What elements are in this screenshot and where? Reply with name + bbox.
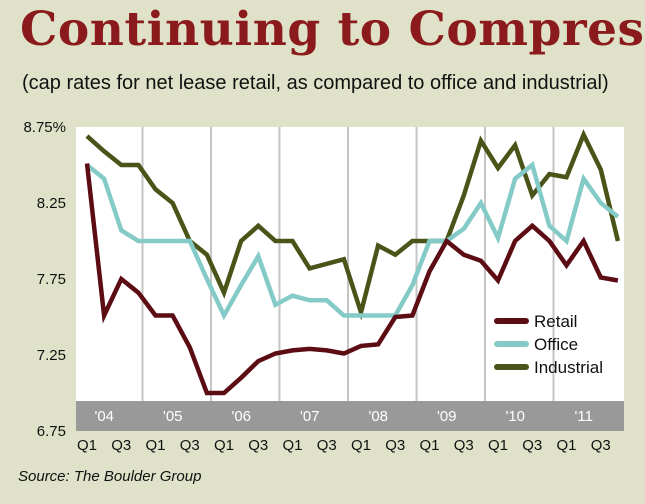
x-tick-label: Q3 [591,437,611,454]
x-tick-label: Q1 [419,437,439,454]
year-label: '10 [505,408,525,425]
x-tick-label: Q3 [522,437,542,454]
x-tick-label: Q3 [111,437,131,454]
year-label: '05 [163,408,183,425]
y-tick-label: 8.75% [23,119,66,136]
year-label: '06 [231,408,251,425]
year-label: '08 [368,408,388,425]
series-line-industrial [85,129,621,321]
x-tick-label: Q1 [282,437,302,454]
chart-title: Continuing to Compress [20,2,645,57]
y-tick-label: 6.75 [37,423,66,440]
source-note: Source: The Boulder Group [18,468,202,485]
year-label: '09 [437,408,457,425]
x-tick-label: Q1 [214,437,234,454]
chart-subtitle: (cap rates for net lease retail, as comp… [22,72,609,94]
x-tick-label: Q1 [351,437,371,454]
x-tick-label: Q3 [454,437,474,454]
x-tick-label: Q3 [248,437,268,454]
x-tick-label: Q3 [385,437,405,454]
x-tick-label: Q1 [77,437,97,454]
legend-label-office: Office [534,335,578,354]
series-line-office [85,161,620,321]
legend-label-retail: Retail [534,312,577,331]
legend-label-industrial: Industrial [534,358,603,377]
year-label: '07 [300,408,320,425]
x-tick-label: Q1 [556,437,576,454]
y-tick-label: 7.25 [37,347,66,364]
y-tick-label: 7.75 [37,271,66,288]
year-label: '04 [94,408,114,425]
x-tick-label: Q1 [488,437,508,454]
series-line-retail [84,163,619,396]
x-tick-label: Q1 [145,437,165,454]
x-tick-label: Q3 [180,437,200,454]
year-label: '11 [575,408,593,425]
x-tick-label: Q3 [317,437,337,454]
y-tick-label: 8.25 [37,195,66,212]
year-band [76,401,624,431]
